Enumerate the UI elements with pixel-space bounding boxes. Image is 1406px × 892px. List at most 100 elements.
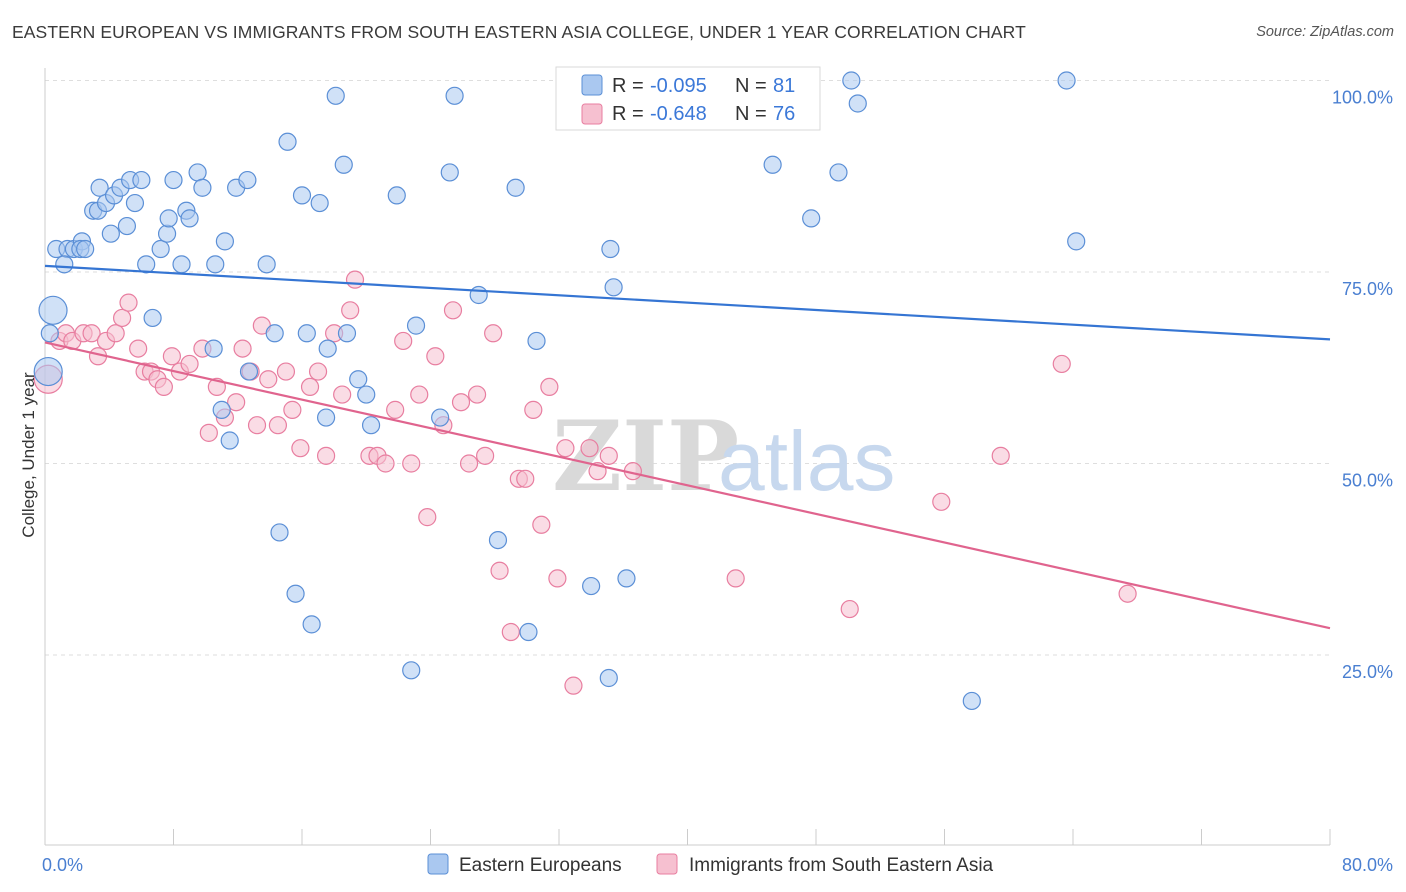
pink-point <box>501 622 520 642</box>
pink-point <box>129 339 148 358</box>
blue-point <box>55 255 74 274</box>
pink-point <box>426 347 445 366</box>
blue-point <box>402 661 421 680</box>
pink-point <box>345 270 365 289</box>
pink-point <box>333 385 352 404</box>
blue-point <box>188 163 207 182</box>
blue-point <box>848 94 867 113</box>
blue-point <box>829 163 848 182</box>
blue-point <box>617 569 636 588</box>
blue-point <box>212 400 231 419</box>
y-tick-labels: 25.0% 50.0% 75.0% 100.0% <box>1332 88 1393 683</box>
legend-blue-label[interactable]: Eastern Europeans <box>459 855 622 876</box>
legend-blue-swatch[interactable] <box>427 853 449 875</box>
series-pink-points <box>33 270 1137 695</box>
y-axis-label: College, Under 1 year <box>19 372 38 538</box>
pink-point <box>386 400 405 419</box>
stats-pink-r-label: R = <box>612 103 644 125</box>
pink-point <box>532 515 551 534</box>
pink-point <box>484 324 503 343</box>
blue-point <box>132 170 151 190</box>
blue-point <box>337 324 357 343</box>
stats-blue-r-label: R = <box>612 75 644 97</box>
blue-point <box>292 186 312 205</box>
blue-point <box>76 239 95 259</box>
blue-point <box>962 691 981 711</box>
blue-point <box>101 224 120 243</box>
blue-point <box>519 622 538 642</box>
blue-point <box>206 255 225 274</box>
blue-point <box>334 155 353 174</box>
pink-point <box>418 508 437 527</box>
pink-point <box>410 385 429 404</box>
blue-point <box>117 216 137 236</box>
pink-point <box>233 339 252 358</box>
pink-point <box>564 676 583 695</box>
blue-point <box>151 239 170 259</box>
blue-point <box>357 385 376 404</box>
legend-pink-label[interactable]: Immigrants from South Eastern Asia <box>689 855 994 876</box>
blue-point <box>802 209 821 228</box>
pink-point <box>476 446 495 465</box>
pink-point <box>394 331 413 351</box>
pink-point <box>227 393 246 412</box>
watermark-atlas: atlas <box>718 414 895 508</box>
blue-point <box>193 178 212 197</box>
blue-point <box>326 86 345 105</box>
blue-point <box>157 224 177 243</box>
pink-point <box>106 324 125 343</box>
blue-point <box>361 416 381 435</box>
watermark-zip: ZIP <box>552 400 739 513</box>
blue-point <box>164 170 183 190</box>
pink-point <box>247 416 267 435</box>
blue-point <box>445 86 464 105</box>
pink-point <box>300 377 320 396</box>
blue-point <box>278 132 297 151</box>
blue-point <box>238 170 257 190</box>
axes <box>44 68 1331 846</box>
pink-point <box>524 400 543 419</box>
blue-point <box>842 71 861 90</box>
source-label: Source: ZipAtlas.com <box>1256 24 1394 40</box>
blue-point <box>506 178 525 197</box>
blue-point <box>582 576 601 596</box>
pink-point <box>443 301 463 320</box>
stats-pink-n-label: N = <box>735 103 767 125</box>
blue-point <box>137 255 156 274</box>
pink-point <box>451 393 471 412</box>
pink-point <box>276 362 296 381</box>
blue-point <box>1067 232 1086 251</box>
trend-line-pink <box>44 341 1331 630</box>
x-tick-label: 80.0% <box>1342 855 1393 875</box>
blue-point <box>172 255 191 274</box>
blue-point <box>601 239 620 259</box>
blue-point <box>40 324 59 343</box>
pink-point <box>341 301 360 320</box>
blue-point <box>204 339 223 358</box>
legend-pink-swatch[interactable] <box>656 853 678 875</box>
y-tick-label: 25.0% <box>1342 662 1393 682</box>
blue-point <box>125 193 145 213</box>
trend-lines <box>44 264 1331 630</box>
pink-point <box>376 454 395 473</box>
x-tick-label: 0.0% <box>42 855 83 875</box>
blue-point <box>604 278 623 297</box>
pink-point <box>1052 354 1071 374</box>
pink-point <box>119 293 138 312</box>
pink-point <box>154 377 173 396</box>
blue-point <box>310 193 329 213</box>
blue-point <box>316 408 336 427</box>
pink-point <box>516 469 535 488</box>
pink-point <box>283 400 302 419</box>
pink-point <box>268 416 288 435</box>
blue-point <box>215 232 234 251</box>
blue-point <box>286 584 305 603</box>
stats-blue-swatch <box>581 74 603 96</box>
blue-point <box>302 615 321 634</box>
pink-point <box>180 354 199 374</box>
pink-point <box>556 439 575 458</box>
blue-point <box>387 186 406 205</box>
pink-point <box>259 370 278 389</box>
x-tick-labels: 0.0% 80.0% <box>42 855 1393 875</box>
